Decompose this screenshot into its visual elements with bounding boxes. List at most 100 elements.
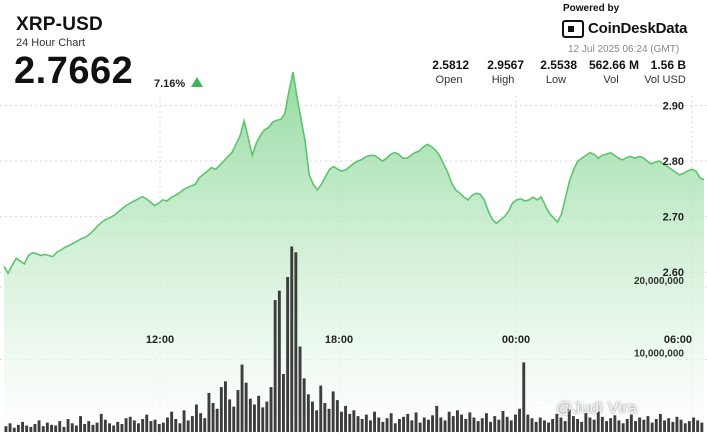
volume-bar: [228, 399, 232, 432]
volume-bar: [572, 416, 575, 432]
volume-bar: [402, 416, 405, 432]
stat-open: 2.5812 Open: [429, 58, 469, 86]
volume-bar: [37, 420, 41, 432]
volume-bar: [464, 419, 468, 432]
volume-bar: [331, 391, 335, 432]
volume-bar: [41, 426, 45, 432]
watermark-text: @Judi Vira: [556, 400, 638, 417]
volume-bar: [555, 413, 559, 432]
volume-bar: [33, 424, 37, 432]
volume-bar: [551, 419, 555, 432]
volume-bar: [54, 425, 58, 432]
volume-bar: [443, 420, 447, 432]
volume-bar: [567, 409, 571, 432]
chart-period-subtitle: 24 Hour Chart: [16, 37, 86, 49]
stat-vol-usd: 1.56 B Vol USD: [644, 58, 686, 86]
volume-bar: [418, 422, 422, 432]
coindesk-logo-icon: [562, 20, 584, 38]
volume-bar: [588, 417, 592, 432]
volume-bar: [505, 416, 509, 432]
volume-bar: [435, 405, 439, 432]
price-tick-label: 2.80: [663, 156, 684, 168]
volume-bar: [696, 420, 700, 432]
volume-bar: [248, 398, 252, 432]
volume-bar: [385, 418, 389, 432]
volume-bar: [518, 408, 521, 432]
volume-bar: [203, 418, 207, 432]
volume-bar: [352, 410, 356, 432]
volume-bar: [286, 277, 290, 432]
volume-bar: [389, 413, 393, 432]
volume-bar: [311, 401, 314, 432]
volume-bar: [79, 416, 82, 432]
volume-tick-labels: 10,000,000 20,000,000: [634, 276, 684, 359]
volume-bar: [327, 408, 331, 432]
stat-vol: 562.66 M Vol: [583, 58, 639, 86]
current-price: 2.7662: [14, 50, 134, 92]
volume-bar: [108, 423, 111, 432]
volume-bar: [671, 421, 675, 432]
volume-bar: [489, 421, 492, 432]
volume-bar: [178, 423, 182, 432]
volume-bar: [166, 417, 169, 432]
volume-bar: [120, 424, 124, 432]
volume-bar: [650, 422, 654, 432]
up-arrow-icon: [191, 77, 203, 87]
volume-bar: [493, 416, 497, 432]
volume-bar: [638, 417, 642, 432]
volume-bar: [530, 418, 534, 432]
stat-vol-usd-value: 1.56 B: [650, 58, 686, 72]
volume-bar: [182, 410, 186, 432]
volume-bar: [646, 416, 650, 432]
volume-bar: [232, 406, 236, 432]
volume-bar: [501, 411, 505, 432]
volume-tick-label: 20,000,000: [634, 276, 684, 287]
volume-bar: [667, 418, 671, 432]
volume-bar: [485, 413, 488, 432]
volume-bar: [679, 419, 683, 432]
volume-bar: [543, 420, 546, 432]
volume-bar: [70, 423, 74, 432]
volume-bar: [592, 419, 596, 432]
chart-timestamp: 12 Jul 2025 06:24 (GMT): [568, 44, 680, 55]
volume-bar: [348, 413, 352, 432]
volume-bar: [522, 362, 526, 432]
volume-bar: [497, 419, 501, 432]
volume-bar: [269, 387, 273, 432]
volume-bar: [360, 419, 364, 432]
time-tick-label: 00:00: [502, 334, 530, 346]
volume-bar: [547, 422, 550, 432]
volume-bar: [447, 411, 451, 432]
volume-bar: [170, 411, 174, 432]
volume-bar: [219, 387, 223, 432]
wechat-watermark-icon: [532, 401, 554, 417]
volume-bar: [153, 419, 157, 432]
volume-bar: [261, 407, 265, 432]
stat-low-label: Low: [545, 74, 567, 86]
volume-bar: [605, 421, 608, 432]
volume-bar: [294, 252, 298, 432]
volume-bar: [45, 422, 49, 432]
brand-name: CoinDeskData: [588, 20, 688, 37]
time-tick-label: 06:00: [664, 334, 692, 346]
volume-bar: [50, 424, 53, 432]
volume-bar: [137, 423, 140, 432]
volume-bar: [687, 421, 691, 432]
volume-bar: [282, 374, 285, 432]
volume-bar: [215, 408, 219, 432]
volume-bar: [514, 414, 517, 432]
volume-bar: [480, 418, 484, 432]
volume-bar: [12, 427, 16, 432]
volume-bar: [617, 420, 621, 432]
price-line: [3, 71, 705, 275]
volume-bar: [277, 290, 281, 432]
volume-bar: [468, 412, 472, 432]
volume-bar: [141, 419, 145, 432]
volume-bars: [4, 246, 704, 432]
stat-high-label: High: [491, 74, 515, 86]
volume-bar: [253, 404, 256, 432]
volume-bar: [600, 416, 604, 432]
volume-bar: [596, 411, 600, 432]
volume-bar: [613, 415, 617, 432]
volume-bar: [381, 421, 385, 432]
